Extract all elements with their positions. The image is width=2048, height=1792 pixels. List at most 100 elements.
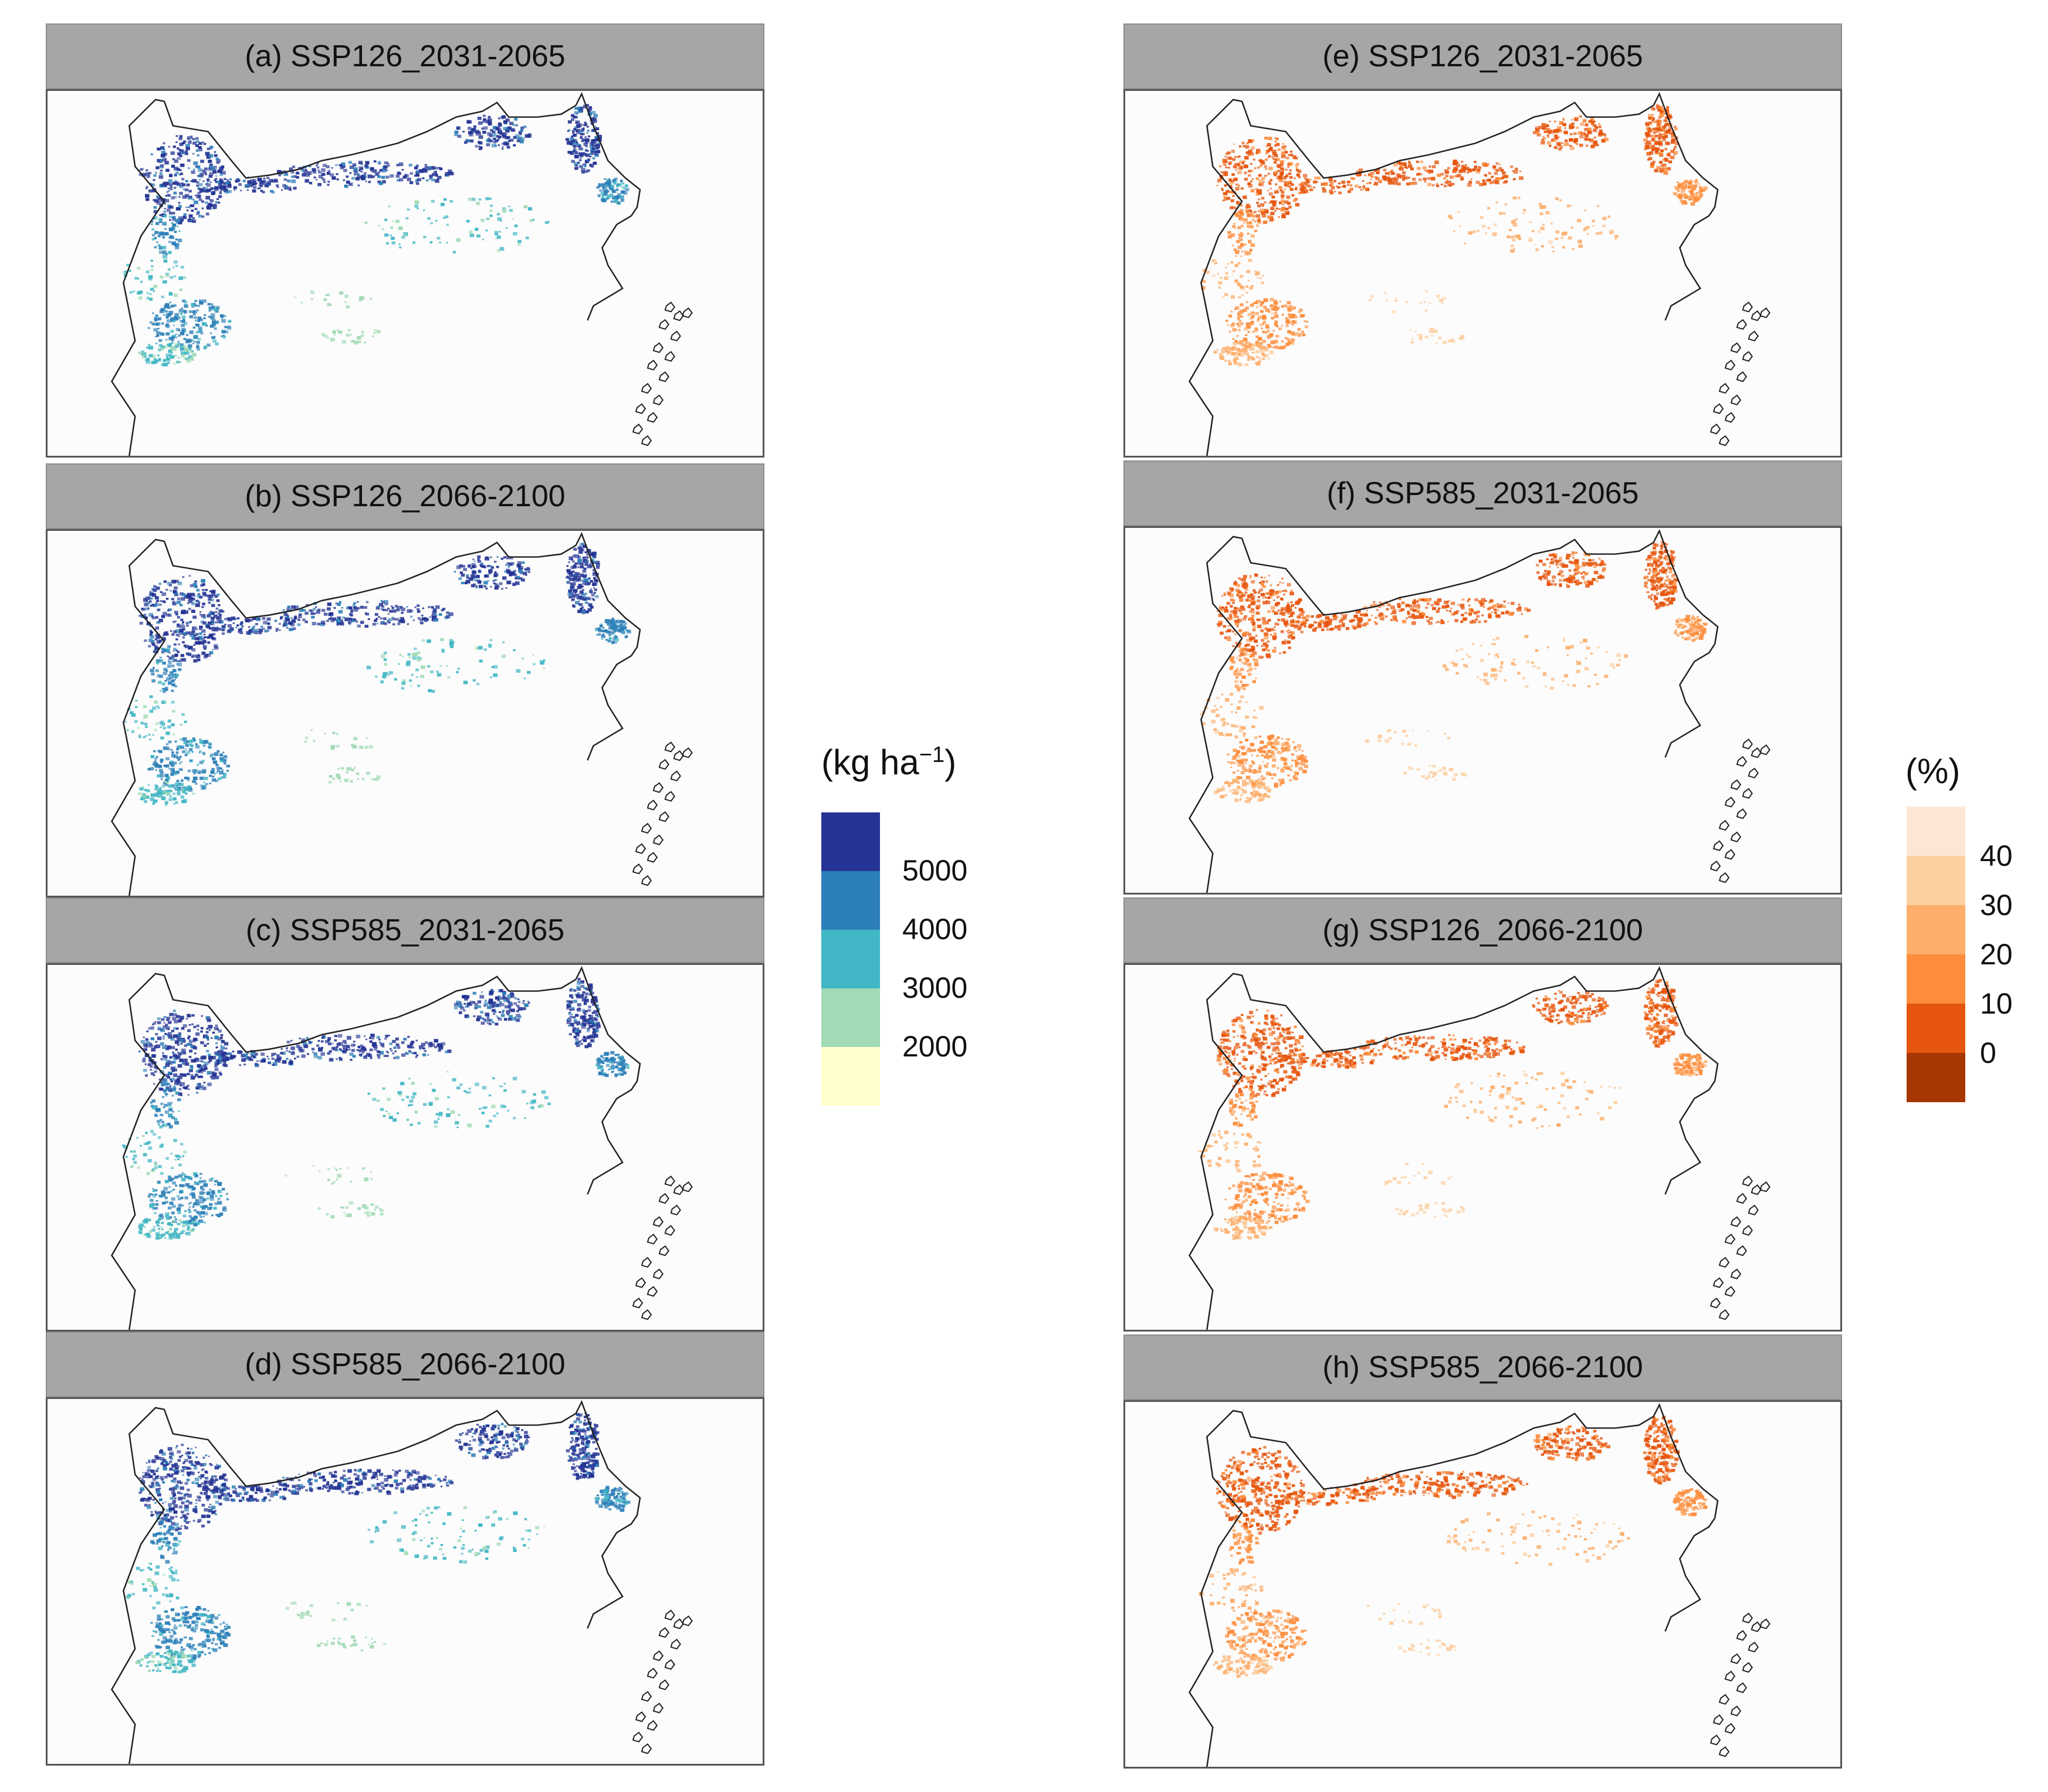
crop-cell: [344, 301, 347, 303]
crop-cell: [308, 1041, 310, 1042]
crop-cell: [388, 618, 392, 622]
crop-cell: [155, 1067, 158, 1070]
crop-cell: [182, 1051, 187, 1055]
crop-cell: [181, 631, 184, 633]
crop-cell: [202, 1086, 207, 1090]
crop-cell: [170, 1037, 175, 1041]
crop-cell: [596, 150, 601, 154]
crop-cell: [419, 169, 423, 172]
crop-cell: [577, 1029, 581, 1034]
crop-cell: [209, 743, 212, 746]
crop-cell: [162, 158, 167, 162]
crop-cell: [161, 1082, 165, 1086]
crop-cell: [155, 769, 158, 771]
crop-cell: [169, 762, 172, 764]
crop-cell: [253, 186, 257, 189]
crop-cell: [293, 616, 297, 619]
crop-cell: [161, 333, 165, 336]
crop-cell: [199, 740, 204, 744]
crop-cell: [613, 625, 618, 629]
crop-cell: [165, 1214, 169, 1218]
crop-cell: [246, 1052, 249, 1055]
crop-cell: [168, 1113, 173, 1117]
crop-cell: [167, 1222, 172, 1226]
crop-cell: [354, 767, 357, 769]
crop-cell: [160, 771, 164, 775]
crop-cell: [192, 138, 195, 140]
crop-cell: [602, 188, 608, 193]
crop-cell: [310, 612, 314, 615]
crop-cell: [338, 609, 343, 614]
crop-cell: [183, 1150, 187, 1154]
crop-cell: [185, 1232, 187, 1235]
crop-cell: [292, 165, 296, 168]
crop-cell: [456, 1086, 461, 1090]
crop-cell: [167, 581, 171, 585]
crop-cell: [205, 173, 207, 175]
crop-cell: [214, 1068, 219, 1071]
crop-cell: [345, 1214, 349, 1217]
crop-cell: [196, 588, 200, 592]
crop-cell: [158, 348, 160, 350]
crop-cell: [477, 559, 480, 561]
crop-cell: [470, 567, 473, 570]
crop-cell: [225, 181, 230, 185]
crop-cell: [361, 331, 364, 334]
crop-cell: [162, 1045, 167, 1049]
crop-cell: [420, 675, 425, 678]
crop-cell: [212, 205, 217, 209]
crop-cell: [507, 1005, 512, 1009]
crop-cell: [412, 1092, 417, 1096]
crop-cell: [313, 607, 316, 611]
crop-cell: [322, 164, 327, 167]
crop-cell: [381, 168, 387, 172]
crop-cell: [372, 1097, 377, 1101]
crop-cell: [466, 219, 470, 223]
crop-cell: [267, 622, 270, 625]
crop-cell: [490, 676, 492, 679]
crop-cell: [313, 176, 316, 179]
crop-cell: [480, 563, 483, 565]
crop-cell: [144, 1055, 148, 1058]
crop-cell: [165, 316, 169, 319]
crop-cell: [306, 174, 310, 177]
crop-cell: [364, 164, 368, 168]
crop-cell: [506, 569, 511, 573]
crop-cell: [364, 746, 368, 749]
crop-cell: [188, 344, 192, 348]
crop-cell: [207, 179, 210, 182]
crop-cell: [147, 1195, 151, 1198]
crop-cell: [172, 797, 177, 801]
crop-cell: [199, 638, 202, 640]
crop-cell: [567, 573, 569, 575]
crop-cell: [351, 1049, 356, 1052]
crop-cell: [192, 615, 197, 619]
crop-cell: [621, 1065, 626, 1069]
crop-cell: [158, 1087, 163, 1091]
crop-cell: [209, 651, 214, 655]
crop-cell: [214, 1486, 218, 1489]
crop-cell: [221, 317, 224, 319]
crop-cell: [435, 167, 438, 170]
crop-cell: [569, 1009, 572, 1011]
crop-cell: [170, 276, 174, 279]
crop-cell: [165, 802, 168, 804]
crop-cell: [171, 1069, 175, 1072]
crop-cell: [380, 654, 385, 658]
crop-cell: [164, 680, 167, 682]
crop-cell: [148, 613, 154, 617]
crop-cell: [196, 184, 199, 187]
crop-cell: [263, 177, 266, 179]
crop-cell: [516, 1010, 519, 1012]
crop-cell: [207, 1038, 209, 1041]
island-outline: [632, 1298, 644, 1309]
crop-cell: [192, 1221, 196, 1224]
crop-cell: [179, 154, 182, 158]
crop-cell: [419, 621, 424, 625]
crop-cell: [593, 554, 595, 557]
crop-cell: [439, 665, 442, 668]
crop-cell: [344, 184, 348, 188]
crop-cell: [220, 1034, 224, 1036]
crop-cell: [350, 609, 354, 612]
crop-cell: [458, 1114, 461, 1116]
